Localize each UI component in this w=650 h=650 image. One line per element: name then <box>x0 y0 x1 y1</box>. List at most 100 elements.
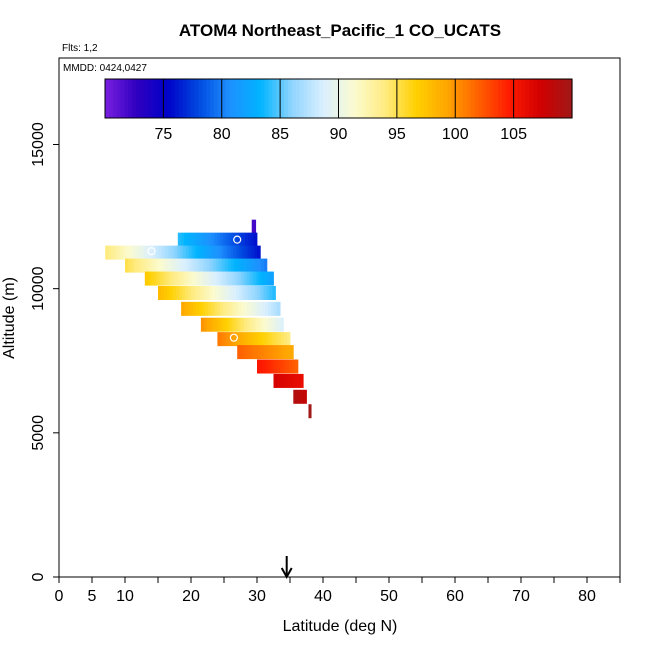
data-cell <box>228 271 232 286</box>
data-cell <box>188 245 193 260</box>
data-cell <box>253 332 258 347</box>
colorbar-segment <box>194 79 199 118</box>
colorbar-segment <box>217 79 223 118</box>
data-cell <box>216 271 221 286</box>
latitude-arrow-marker <box>280 556 293 580</box>
data-cell <box>232 301 236 316</box>
data-cell <box>158 245 163 260</box>
colorbar-segment <box>268 79 273 118</box>
colorbar-segment <box>167 79 172 118</box>
data-cell <box>230 245 234 260</box>
data-cell <box>285 373 289 388</box>
colorbar-segment <box>536 79 542 118</box>
colorbar-segment <box>377 79 382 118</box>
x-tick-label: 20 <box>182 588 200 605</box>
x-tick-label: 60 <box>446 588 464 605</box>
colorbar-segment <box>143 79 149 118</box>
data-cell <box>189 232 194 247</box>
data-cell <box>227 258 232 273</box>
data-cell <box>255 271 259 286</box>
data-cell <box>210 271 215 286</box>
y-tick-label: 0 <box>30 572 47 581</box>
colorbar-segment <box>276 79 281 118</box>
colorbar-segment <box>392 79 398 118</box>
data-cell <box>177 271 182 286</box>
colorbar-segment <box>120 79 126 118</box>
data-cell <box>131 258 135 273</box>
colorbar-segment <box>299 79 305 118</box>
data-cell <box>156 271 161 286</box>
data-cell <box>184 301 188 316</box>
data-cell <box>257 285 261 300</box>
data-cell <box>170 285 174 300</box>
data-cell <box>173 285 177 300</box>
data-cell <box>233 245 237 260</box>
data-cell <box>226 301 230 316</box>
data-cell <box>251 245 255 260</box>
data-cell <box>250 332 255 347</box>
data-cell <box>225 271 230 286</box>
colorbar-segment <box>264 79 270 118</box>
colorbar-segment <box>447 79 452 118</box>
data-cell <box>263 345 268 360</box>
data-cell <box>212 285 216 300</box>
colorbar-segment <box>252 79 258 118</box>
data-cell <box>161 245 166 260</box>
data-cell <box>235 301 239 316</box>
colorbar-segment <box>486 79 491 118</box>
colorbar-segment <box>237 79 242 118</box>
data-cell <box>185 245 190 260</box>
data-cell <box>203 258 207 273</box>
colorbar-segment <box>556 79 561 118</box>
colorbar-segment <box>494 79 499 118</box>
data-cell <box>269 285 273 300</box>
data-cell <box>272 285 276 300</box>
data-cell <box>264 271 268 286</box>
y-tick-label: 5000 <box>30 415 47 451</box>
data-cell <box>149 245 154 260</box>
data-cell <box>234 317 238 332</box>
colorbar-segment <box>206 79 211 118</box>
data-cell <box>204 271 209 286</box>
data-cell <box>292 359 296 374</box>
data-cell <box>179 285 183 300</box>
colorbar-segment <box>287 79 293 118</box>
data-cell <box>176 245 181 260</box>
colorbar-segment <box>463 79 468 118</box>
colorbar-segment <box>112 79 118 118</box>
data-cell <box>214 301 218 316</box>
data-cell <box>249 271 253 286</box>
colorbar-segment <box>455 79 460 118</box>
colorbar-segment <box>389 79 394 118</box>
data-cell <box>208 232 212 247</box>
data-cell <box>155 245 160 260</box>
data-cell <box>229 232 234 247</box>
data-cell <box>212 245 216 260</box>
data-cell <box>234 271 238 286</box>
data-cell <box>173 245 178 260</box>
data-cell <box>247 301 251 316</box>
data-cell <box>269 345 274 360</box>
colorbar-segment <box>291 79 297 118</box>
data-cell <box>273 373 277 388</box>
data-cell <box>287 345 291 360</box>
data-cell <box>237 271 241 286</box>
colorbar-segment <box>381 79 386 118</box>
data-cell <box>217 232 221 247</box>
data-cell <box>213 317 217 332</box>
colorbar-segment <box>190 79 196 118</box>
data-cell <box>237 345 241 360</box>
data-cell <box>252 271 256 286</box>
colorbar-segment <box>568 79 573 118</box>
data-cell <box>185 258 189 273</box>
data-cell <box>248 285 252 300</box>
data-cell <box>105 245 109 260</box>
colorbar-segment <box>369 79 375 118</box>
data-cell <box>237 317 242 332</box>
data-cell <box>223 332 227 347</box>
colorbar-segment <box>116 79 122 118</box>
colorbar-segment <box>544 79 550 118</box>
colorbar-segment <box>424 79 429 118</box>
data-cell <box>200 317 205 332</box>
